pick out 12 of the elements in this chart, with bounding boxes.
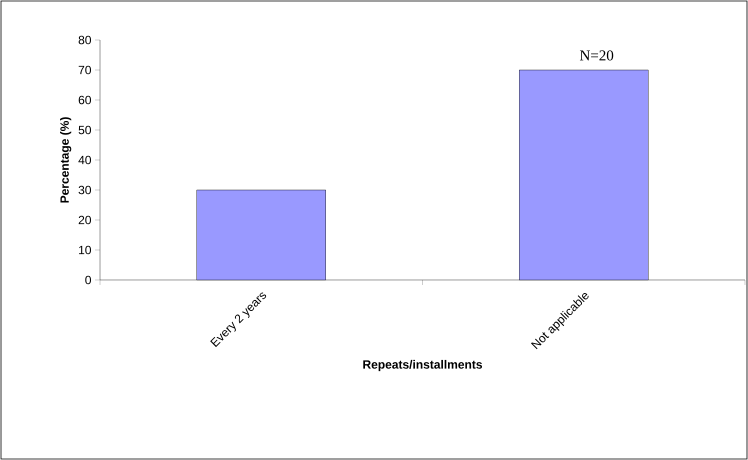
y-tick-label: 70 [78, 66, 92, 74]
y-tick-label: 20 [78, 216, 92, 224]
y-tick-label: 60 [78, 96, 92, 104]
y-tick-label: 50 [78, 126, 92, 134]
annotation: N=20 [580, 50, 614, 60]
y-tick-label: 30 [78, 186, 92, 194]
y-tick-label: 40 [78, 156, 92, 164]
y-tick-label: 10 [79, 246, 92, 254]
y-axis-title: Percentage (%) [60, 117, 72, 203]
y-tick-label: 80 [78, 36, 92, 44]
y-tick-label: 0 [85, 276, 92, 284]
x-axis-title: Repeats/installments [363, 360, 482, 372]
